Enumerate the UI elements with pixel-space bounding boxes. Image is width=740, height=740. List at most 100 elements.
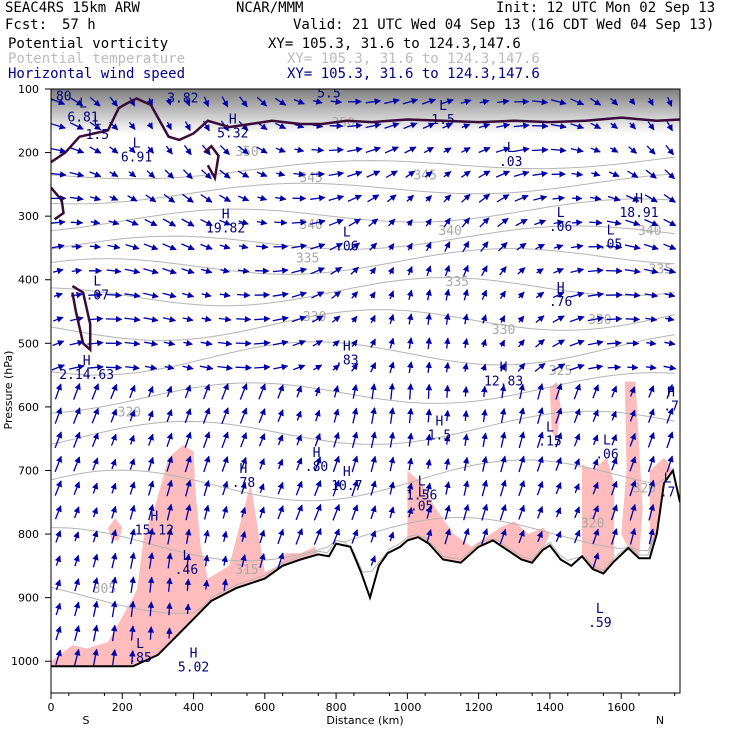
wind-vector bbox=[366, 170, 381, 178]
wind-vector bbox=[333, 408, 340, 423]
wind-vector bbox=[421, 98, 437, 105]
wind-vector bbox=[406, 313, 414, 325]
wind-vector bbox=[129, 625, 136, 641]
wind-vector bbox=[143, 268, 159, 275]
wind-vector bbox=[587, 315, 604, 322]
wind-vector bbox=[574, 506, 581, 519]
extremum-value: .05 bbox=[410, 500, 433, 515]
wind-vector bbox=[425, 458, 432, 469]
y-tick-label: 600 bbox=[18, 401, 39, 414]
wind-vector bbox=[388, 290, 395, 300]
wind-vector bbox=[221, 530, 228, 542]
extremum-type: H bbox=[240, 462, 248, 477]
wind-vector bbox=[110, 433, 117, 446]
wind-vector bbox=[235, 364, 253, 371]
wind-vector bbox=[571, 170, 584, 178]
wind-vector bbox=[52, 340, 65, 347]
extremum-type: H bbox=[222, 208, 230, 223]
wind-vector bbox=[648, 385, 655, 398]
wind-vector bbox=[462, 527, 470, 545]
wind-vector bbox=[182, 169, 193, 180]
wind-vector bbox=[590, 195, 602, 202]
wind-vector bbox=[592, 458, 599, 470]
wind-vector bbox=[144, 218, 158, 227]
wind-vector bbox=[184, 603, 192, 615]
plot-frame bbox=[50, 88, 681, 694]
extremum-value: 1.5 bbox=[86, 128, 109, 143]
wind-vector bbox=[253, 339, 271, 347]
wind-vector bbox=[200, 243, 213, 250]
wind-vector bbox=[147, 576, 155, 593]
wind-vector bbox=[165, 121, 172, 131]
wind-vector bbox=[129, 504, 136, 520]
wind-vector bbox=[184, 97, 191, 107]
wind-vector bbox=[518, 383, 525, 400]
wind-vector bbox=[481, 289, 488, 301]
wind-vector bbox=[444, 481, 451, 495]
wind-vector bbox=[624, 267, 641, 275]
wind-vector bbox=[295, 457, 303, 471]
wind-vector bbox=[147, 626, 155, 640]
extremum-type: H bbox=[635, 192, 643, 207]
y-tick-label: 500 bbox=[18, 337, 39, 350]
wind-vector bbox=[109, 170, 119, 178]
wind-vector bbox=[369, 555, 376, 566]
extremum-type: H bbox=[179, 77, 187, 92]
extremum-value: .46 bbox=[175, 563, 198, 578]
wind-vector bbox=[219, 291, 231, 299]
extremum-type: L bbox=[56, 75, 64, 90]
theta-contour-label: 320 bbox=[581, 517, 604, 532]
wind-vector bbox=[143, 243, 159, 251]
wind-vector bbox=[110, 552, 118, 569]
wind-vector bbox=[254, 315, 271, 323]
wind-vector bbox=[129, 409, 136, 422]
wind-vector bbox=[550, 122, 567, 130]
wind-vectors bbox=[51, 96, 677, 666]
wind-vector bbox=[184, 553, 192, 568]
extremum-type: H bbox=[343, 339, 351, 354]
wind-vector bbox=[181, 218, 195, 227]
wind-vector bbox=[185, 504, 192, 521]
wind-vector bbox=[238, 219, 249, 226]
extremum-value: 6.81 bbox=[67, 110, 98, 125]
wind-vector bbox=[55, 625, 62, 641]
x-tick-label: 0 bbox=[48, 701, 55, 714]
extremum-value: .80 bbox=[48, 89, 71, 104]
fcst-label: Fcst: bbox=[5, 17, 48, 33]
wind-vector bbox=[92, 530, 99, 543]
wind-vector bbox=[148, 527, 155, 545]
wind-vector bbox=[555, 407, 563, 424]
wind-vector bbox=[535, 243, 545, 250]
stratosphere-shading bbox=[51, 89, 680, 134]
extremum-value: 5.5 bbox=[317, 86, 340, 101]
wind-vector bbox=[222, 480, 229, 496]
wind-vector bbox=[481, 528, 489, 545]
wind-vector bbox=[555, 456, 562, 471]
wind-vector bbox=[462, 313, 469, 325]
wind-vector bbox=[109, 96, 118, 107]
wind-vector bbox=[495, 146, 511, 153]
wind-vector bbox=[553, 243, 564, 251]
wind-vector bbox=[73, 481, 81, 495]
wind-vector bbox=[369, 267, 377, 275]
wind-vector bbox=[592, 481, 599, 495]
wind-vector bbox=[443, 194, 452, 203]
wind-vector bbox=[110, 600, 118, 618]
wind-vector bbox=[461, 217, 471, 228]
wind-vector bbox=[609, 146, 619, 153]
y-tick-label: 700 bbox=[18, 464, 39, 477]
wind-vector bbox=[462, 240, 470, 253]
wind-vector bbox=[535, 315, 545, 324]
wind-vector bbox=[144, 340, 159, 347]
wind-vector bbox=[481, 479, 489, 497]
wind-vector bbox=[166, 552, 173, 569]
extremum-type: L bbox=[133, 136, 141, 151]
wind-vector bbox=[239, 383, 248, 400]
theta-contour-label: 335 bbox=[296, 252, 319, 267]
wind-vector bbox=[238, 195, 250, 202]
wind-vector bbox=[219, 194, 231, 203]
wind-vector bbox=[203, 455, 211, 473]
wind-vector bbox=[51, 364, 65, 371]
wind-vector bbox=[444, 288, 451, 301]
